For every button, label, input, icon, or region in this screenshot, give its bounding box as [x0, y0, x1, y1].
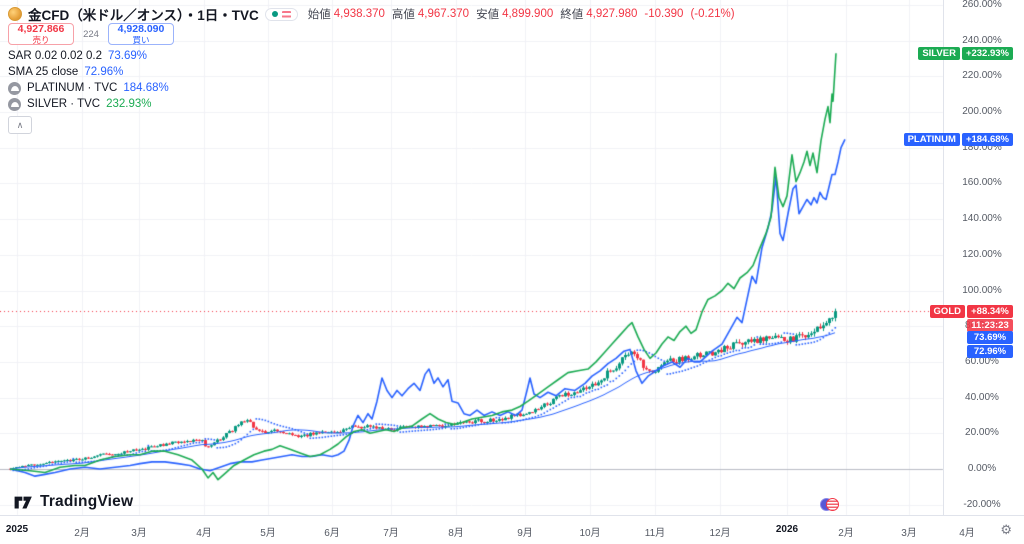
symbol-title[interactable]: 金CFD（米ドル／オンス）・1日・TVC	[28, 8, 259, 23]
silver-logo-icon	[8, 97, 21, 111]
legend-row-sma[interactable]: SMA 25 close 72.96%	[8, 64, 169, 80]
low-value: 4,899.900	[502, 8, 554, 20]
silver-badge-value: +232.93%	[961, 46, 1013, 60]
sma-price-badge[interactable]: 72.96%	[967, 344, 1013, 358]
tradingview-logo[interactable]: TradingView	[14, 493, 133, 511]
y-axis-tick-label: 220.00%	[962, 70, 1002, 82]
y-axis-tick-label: 200.00%	[962, 106, 1002, 117]
x-axis-tick-label: 10月	[579, 528, 601, 539]
tradingview-logo-text: TradingView	[40, 493, 134, 510]
sar-value: 73.69%	[107, 50, 147, 62]
buy-price: 4,928.090	[117, 23, 165, 35]
silver-price-badge[interactable]: SILVER +232.93%	[918, 46, 1013, 60]
legend-row-sar[interactable]: SAR 0.02 0.02 0.2 73.69%	[8, 48, 169, 64]
high-label: 高値	[391, 9, 415, 21]
x-axis-tick-label: 6月	[324, 528, 340, 539]
sell-button[interactable]: 4,927.866 売り	[8, 23, 74, 45]
x-axis-tick-label: 2025	[5, 524, 29, 535]
silver-label: SILVER · TVC	[27, 98, 101, 110]
low-label: 安値	[476, 9, 500, 21]
platinum-logo-icon	[8, 81, 21, 95]
x-axis-tick-label: 8月	[448, 528, 464, 539]
x-axis-tick-label: 2026	[775, 524, 799, 535]
gold-badge-value: +88.34%	[967, 304, 1013, 318]
y-axis-tick-label: 120.00%	[962, 248, 1002, 260]
silver-value: 232.93%	[106, 98, 152, 110]
y-axis-tick-label: 180.00%	[962, 141, 1002, 153]
market-status-pill[interactable]	[264, 7, 298, 21]
market-open-dot-icon	[271, 11, 278, 17]
y-axis-tick-label: 260.00%	[962, 0, 1002, 10]
change-percent: (-0.21%)	[690, 8, 735, 20]
spread-value: 224	[83, 28, 99, 40]
x-axis-tick-label: 12月	[709, 528, 731, 539]
y-axis-tick-label: -20.00%	[963, 498, 1001, 510]
legend-row-platinum[interactable]: PLATINUM · TVC 184.68%	[8, 80, 169, 96]
open-value: 4,938.370	[333, 8, 385, 20]
platinum-badge-name: PLATINUM	[903, 132, 960, 146]
change-value: -10.390	[644, 8, 684, 20]
platinum-label: PLATINUM · TVC	[27, 82, 118, 94]
economic-event-flag-icon[interactable]	[820, 498, 842, 513]
price-axis[interactable]: 260.00% 240.00% 220.00% 200.00% 180.00% 160.0…	[943, 0, 1024, 515]
platinum-badge-value: +184.68%	[961, 132, 1013, 146]
x-axis-tick-label: 2月	[74, 528, 90, 539]
x-axis-tick-label: 9月	[517, 528, 533, 539]
close-label: 終値	[560, 9, 584, 21]
high-value: 4,967.370	[417, 8, 470, 20]
y-axis-tick-label: 100.00%	[962, 284, 1002, 296]
sma-label: SMA 25 close	[8, 66, 79, 78]
open-label: 始値	[307, 9, 331, 21]
buy-button[interactable]: 4,928.090 買い	[108, 23, 174, 45]
gold-symbol-icon	[8, 7, 22, 21]
x-axis-tick-label: 3月	[131, 528, 147, 539]
y-axis-tick-label: 0.00%	[967, 463, 997, 474]
sell-label: 売り	[32, 34, 50, 45]
close-value: 4,927.980	[586, 8, 638, 20]
x-axis-tick-label: 11月	[644, 528, 666, 539]
sma-value: 72.96%	[84, 66, 124, 78]
collapse-legend-button[interactable]: ∧	[8, 116, 32, 134]
x-axis-tick-label: 4月	[959, 528, 975, 539]
sar-badge-value: 73.69%	[967, 330, 1013, 344]
y-axis-tick-label: 40.00%	[965, 391, 999, 403]
symbol-header: 金CFD（米ドル／オンス）・1日・TVC 始値 4,938.370 高値 4,9…	[8, 4, 735, 24]
y-axis-tick-label: 140.00%	[962, 213, 1002, 225]
axis-settings-gear-icon[interactable]: ⚙	[1000, 522, 1012, 537]
x-axis-tick-label: 5月	[260, 528, 276, 539]
chevron-up-icon: ∧	[16, 119, 24, 130]
sma-badge-value: 72.96%	[967, 344, 1013, 358]
trade-panel: 4,927.866 売り 224 4,928.090 買い	[8, 23, 174, 45]
x-axis-tick-label: 7月	[383, 528, 399, 539]
indicator-legend: SAR 0.02 0.02 0.2 73.69% SMA 25 close 72…	[8, 48, 169, 134]
x-axis-tick-label: 2月	[838, 528, 854, 539]
tradingview-logo-mark-icon	[14, 496, 32, 508]
x-axis-tick-label: 3月	[901, 528, 917, 539]
silver-badge-name: SILVER	[918, 46, 960, 60]
sell-price: 4,927.866	[17, 23, 65, 35]
legend-row-silver[interactable]: SILVER · TVC 232.93%	[8, 96, 169, 112]
gold-price-badge[interactable]: GOLD +88.34% 11:23:23	[929, 304, 1013, 332]
sar-label: SAR 0.02 0.02 0.2	[8, 50, 102, 62]
time-axis[interactable]: ⚙ 2025 2月 3月 4月 5月 6月 7月 8月 9月 10月 11月 12月 2026 2月 3月 4…	[0, 515, 1024, 544]
gold-badge-countdown: 11:23:23	[967, 318, 1013, 332]
y-axis-tick-label: 20.00%	[965, 427, 999, 439]
us-flag-icon	[826, 498, 839, 511]
y-axis-tick-label: 60.00%	[965, 355, 999, 367]
sar-price-badge[interactable]: 73.69%	[967, 330, 1013, 344]
ohlc-values: 始値 4,938.370 高値 4,967.370 安値 4,899.900 終…	[308, 6, 735, 22]
delayed-data-icon	[281, 10, 291, 18]
y-axis-tick-label: 240.00%	[962, 34, 1002, 46]
buy-label: 買い	[132, 34, 150, 45]
platinum-value: 184.68%	[123, 82, 169, 94]
x-axis-tick-label: 4月	[196, 528, 212, 539]
platinum-price-badge[interactable]: PLATINUM +184.68%	[903, 132, 1013, 146]
gold-badge-name: GOLD	[929, 304, 965, 318]
y-axis-tick-label: 160.00%	[962, 177, 1002, 189]
